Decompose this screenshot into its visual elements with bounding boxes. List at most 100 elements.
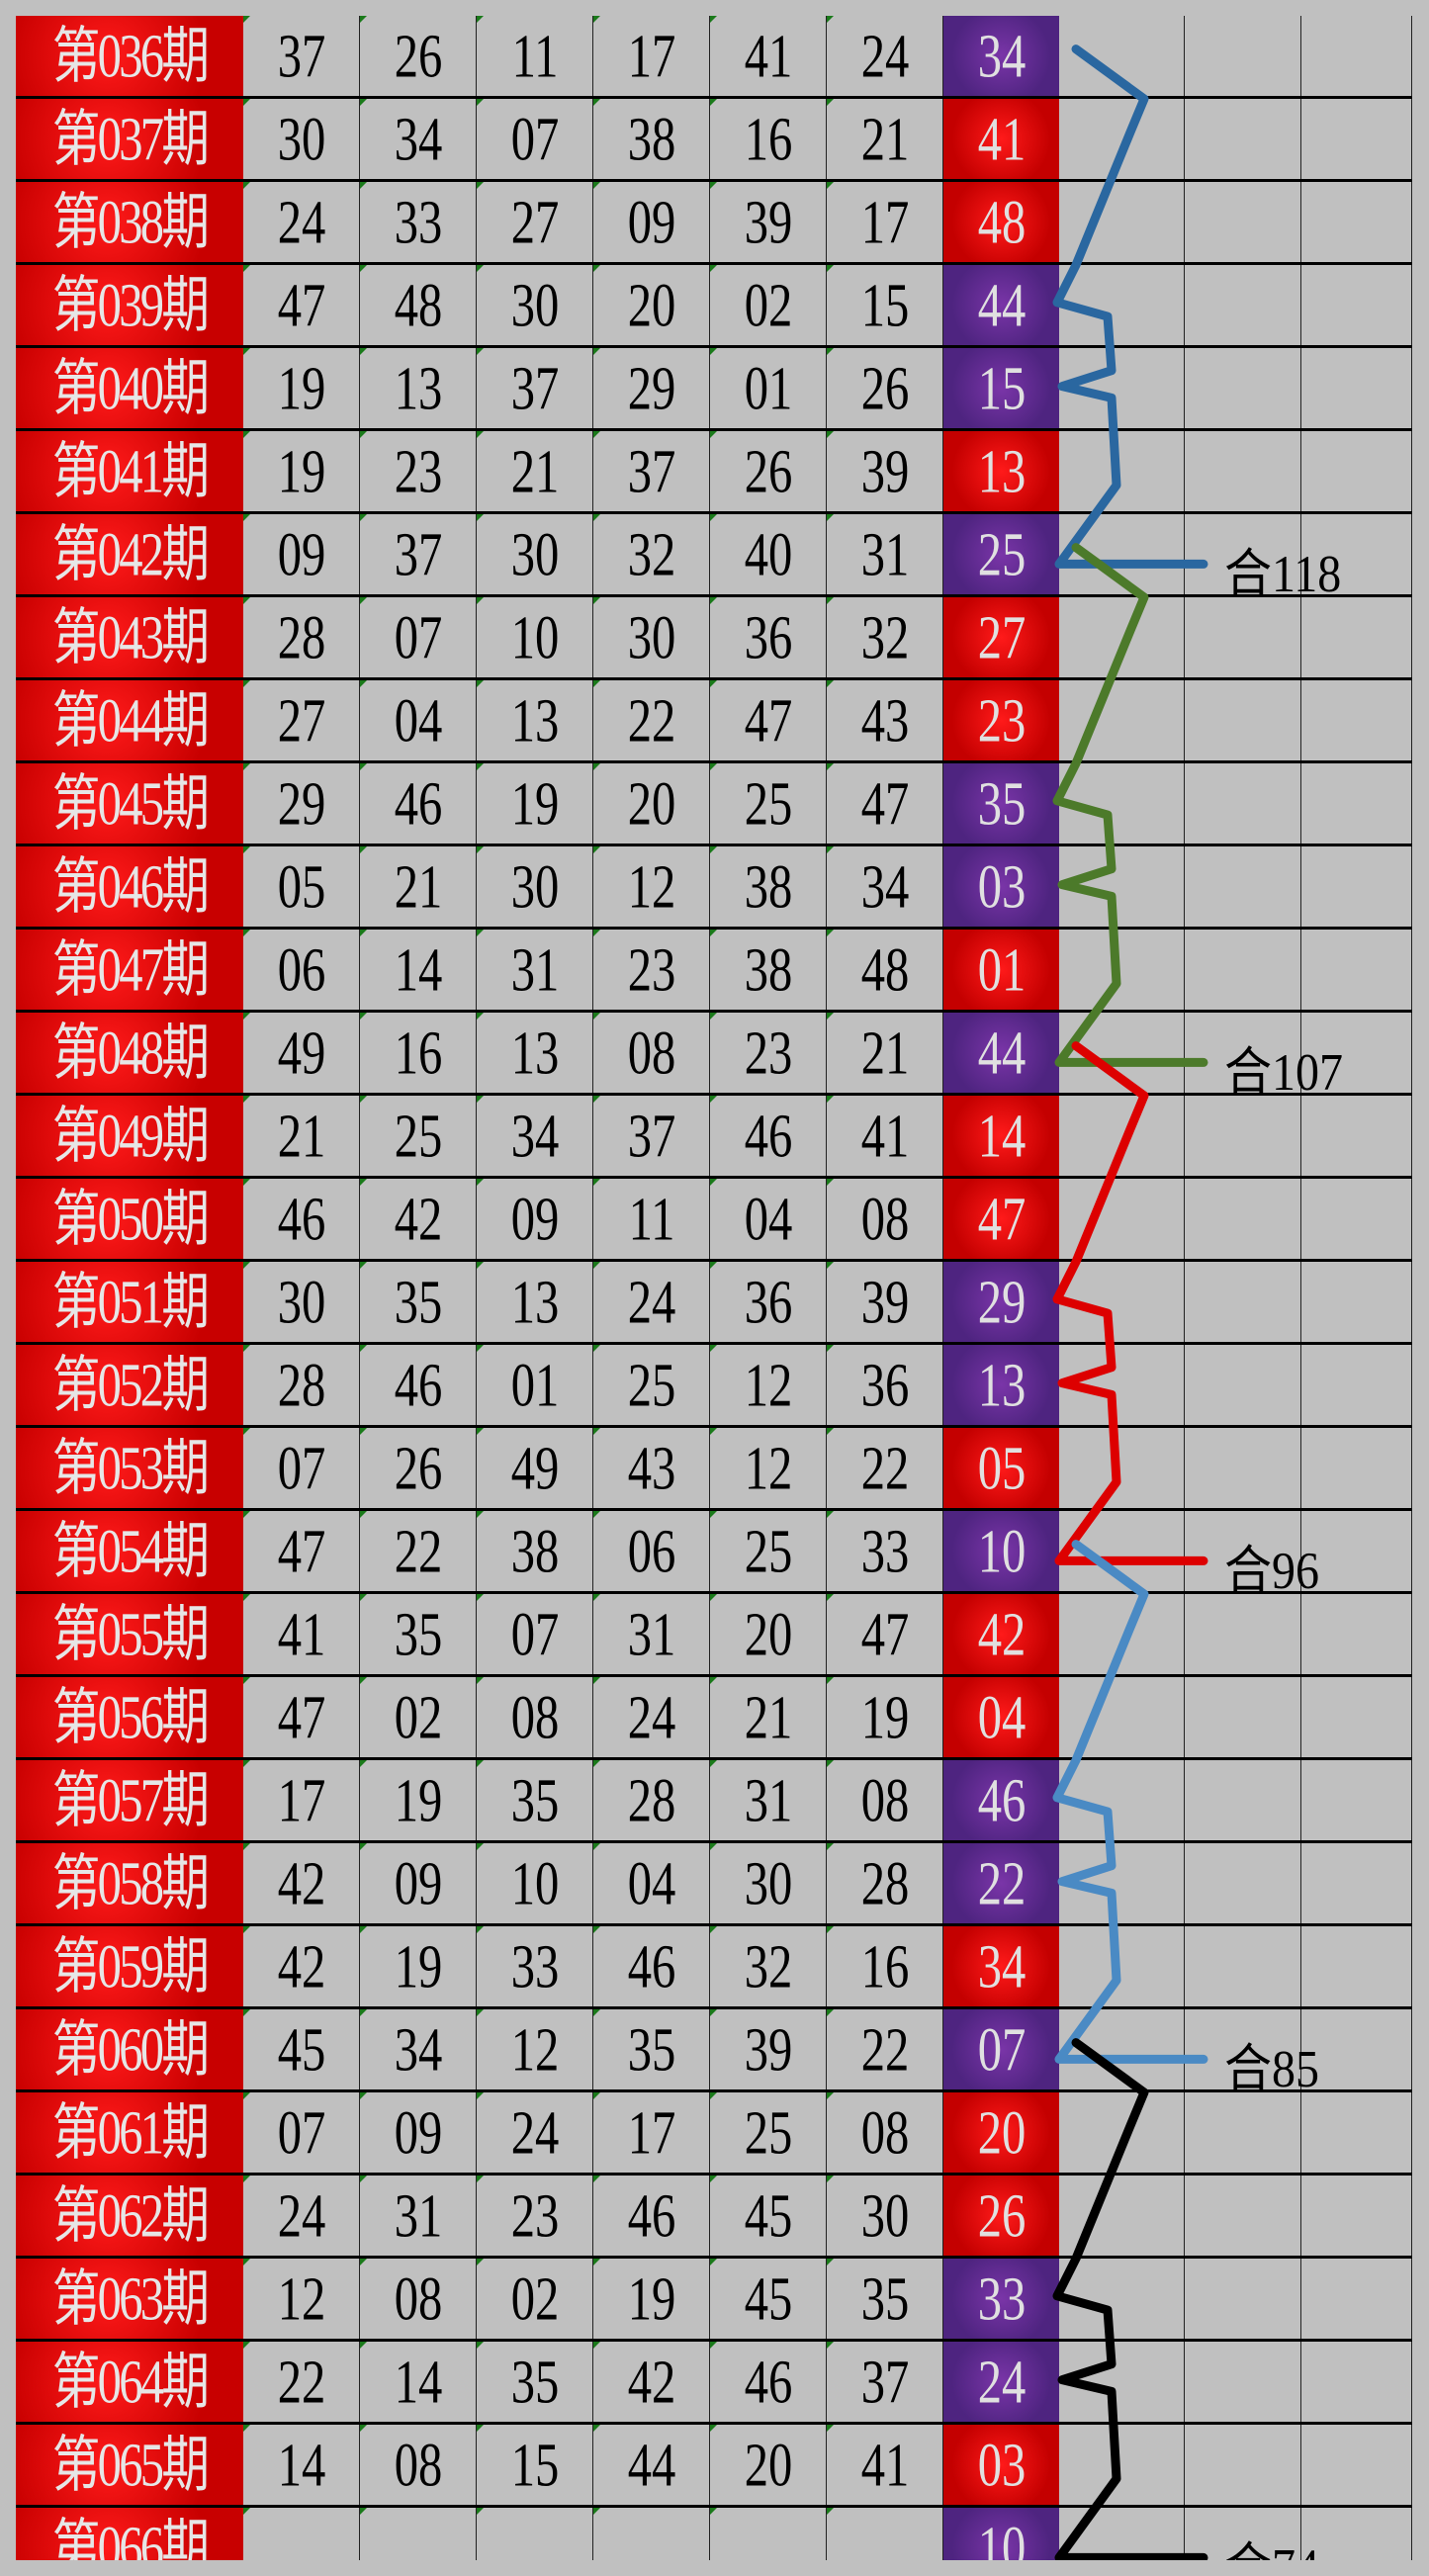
number-cell: 02 xyxy=(360,1677,477,1757)
trend-grid-cell xyxy=(1059,2342,1185,2422)
number-cell: 17 xyxy=(243,1760,360,1840)
number-cell: 04 xyxy=(593,1843,710,1923)
number-cell: 46 xyxy=(360,1345,477,1425)
number-cell: 31 xyxy=(593,1594,710,1674)
number-cell: 19 xyxy=(593,2259,710,2339)
number-text: 24 xyxy=(510,2098,559,2167)
number-text: 37 xyxy=(510,354,559,422)
number-cell: 24 xyxy=(827,16,943,96)
number-text: 26 xyxy=(860,354,909,422)
trend-grid-cell xyxy=(1301,514,1412,594)
trend-grid-cell xyxy=(1059,763,1185,844)
number-cell: 29 xyxy=(243,763,360,844)
table-row: 第040期 19 13 37 29 01 26 15 xyxy=(16,348,1412,431)
number-text: 42 xyxy=(277,1849,325,1917)
number-text: 46 xyxy=(627,1932,675,2000)
number-text: 09 xyxy=(394,2098,442,2167)
number-text: 02 xyxy=(744,271,792,339)
special-number-text: 03 xyxy=(977,2431,1026,2499)
trend-grid-cell xyxy=(1301,348,1412,428)
number-cell: 15 xyxy=(477,2425,593,2505)
trend-grid-cell xyxy=(1301,1594,1412,1674)
number-text: 38 xyxy=(744,935,792,1004)
trend-line-segment xyxy=(1052,44,1208,569)
number-cell: 24 xyxy=(593,1677,710,1757)
number-text: 47 xyxy=(860,1600,909,1668)
number-text: 22 xyxy=(860,1434,909,1502)
number-cell: 26 xyxy=(710,431,827,511)
trend-line-segment xyxy=(1052,1540,1208,2064)
number-cell: 25 xyxy=(360,1096,477,1176)
period-label: 第063期 xyxy=(16,2259,243,2339)
number-cell: 19 xyxy=(360,1926,477,2006)
special-number-text: 14 xyxy=(977,1102,1026,1170)
table-row: 第063期 12 08 02 19 45 35 33 xyxy=(16,2259,1412,2342)
number-text: 22 xyxy=(394,1517,442,1585)
trend-grid-cell xyxy=(1185,1179,1301,1259)
number-cell: 41 xyxy=(710,16,827,96)
period-label: 第047期 xyxy=(16,930,243,1010)
number-text: 08 xyxy=(860,1185,909,1253)
number-text: 20 xyxy=(627,271,675,339)
number-text: 44 xyxy=(627,2431,675,2499)
period-text: 第052期 xyxy=(51,1351,210,1419)
number-cell: 34 xyxy=(477,1096,593,1176)
special-number-text: 03 xyxy=(977,852,1026,921)
trend-grid-cell xyxy=(1185,265,1301,345)
number-text: 36 xyxy=(860,1351,909,1419)
number-cell: 32 xyxy=(710,1926,827,2006)
number-text: 41 xyxy=(277,1600,325,1668)
number-cell: 23 xyxy=(360,431,477,511)
period-label: 第040期 xyxy=(16,348,243,428)
trend-grid-cell xyxy=(1185,1262,1301,1342)
number-text: 25 xyxy=(627,1351,675,1419)
number-text: 28 xyxy=(627,1766,675,1834)
period-text: 第037期 xyxy=(51,105,210,173)
number-text: 11 xyxy=(628,1185,674,1253)
number-cell: 22 xyxy=(827,2009,943,2089)
special-number-text: 47 xyxy=(977,1185,1026,1253)
number-text: 37 xyxy=(277,22,325,90)
special-number-cell: 22 xyxy=(943,1843,1059,1923)
number-cell: 35 xyxy=(360,1262,477,1342)
number-cell: 06 xyxy=(243,930,360,1010)
number-text: 46 xyxy=(627,2181,675,2250)
number-cell: 23 xyxy=(710,1013,827,1093)
number-cell: 21 xyxy=(710,1677,827,1757)
number-cell: 37 xyxy=(827,2342,943,2422)
trend-grid-cell xyxy=(1059,514,1185,594)
number-text: 05 xyxy=(277,852,325,921)
sum-label: 合85 xyxy=(1224,2041,1320,2099)
number-text: 26 xyxy=(394,22,442,90)
number-cell: 22 xyxy=(827,1428,943,1508)
number-cell: 17 xyxy=(593,2092,710,2173)
trend-grid-cell xyxy=(1185,431,1301,511)
special-number-text: 33 xyxy=(977,2265,1026,2333)
number-text: 35 xyxy=(394,1268,442,1336)
number-cell: 47 xyxy=(827,1594,943,1674)
trend-grid-cell xyxy=(1301,1428,1412,1508)
trend-grid-cell xyxy=(1059,2009,1185,2089)
trend-grid-cell xyxy=(1185,1428,1301,1508)
number-cell: 32 xyxy=(593,514,710,594)
number-text: 29 xyxy=(277,769,325,838)
number-text: 13 xyxy=(510,1019,559,1087)
trend-grid-cell xyxy=(1301,1345,1412,1425)
special-number-cell: 20 xyxy=(943,2092,1059,2173)
period-text: 第050期 xyxy=(51,1185,210,1253)
special-number-cell: 04 xyxy=(943,1677,1059,1757)
number-text: 01 xyxy=(744,354,792,422)
trend-grid-cell xyxy=(1185,597,1301,677)
number-text: 21 xyxy=(860,1019,909,1087)
trend-grid-cell xyxy=(1185,99,1301,179)
trend-grid-cell xyxy=(1059,930,1185,1010)
number-cell: 28 xyxy=(243,597,360,677)
number-text: 38 xyxy=(510,1517,559,1585)
special-number-text: 10 xyxy=(977,1517,1026,1585)
number-text: 23 xyxy=(510,2181,559,2250)
number-text: 34 xyxy=(510,1102,559,1170)
number-text: 08 xyxy=(510,1683,559,1751)
number-text: 19 xyxy=(394,1766,442,1834)
number-cell: 37 xyxy=(243,16,360,96)
special-number-text: 23 xyxy=(977,686,1026,755)
